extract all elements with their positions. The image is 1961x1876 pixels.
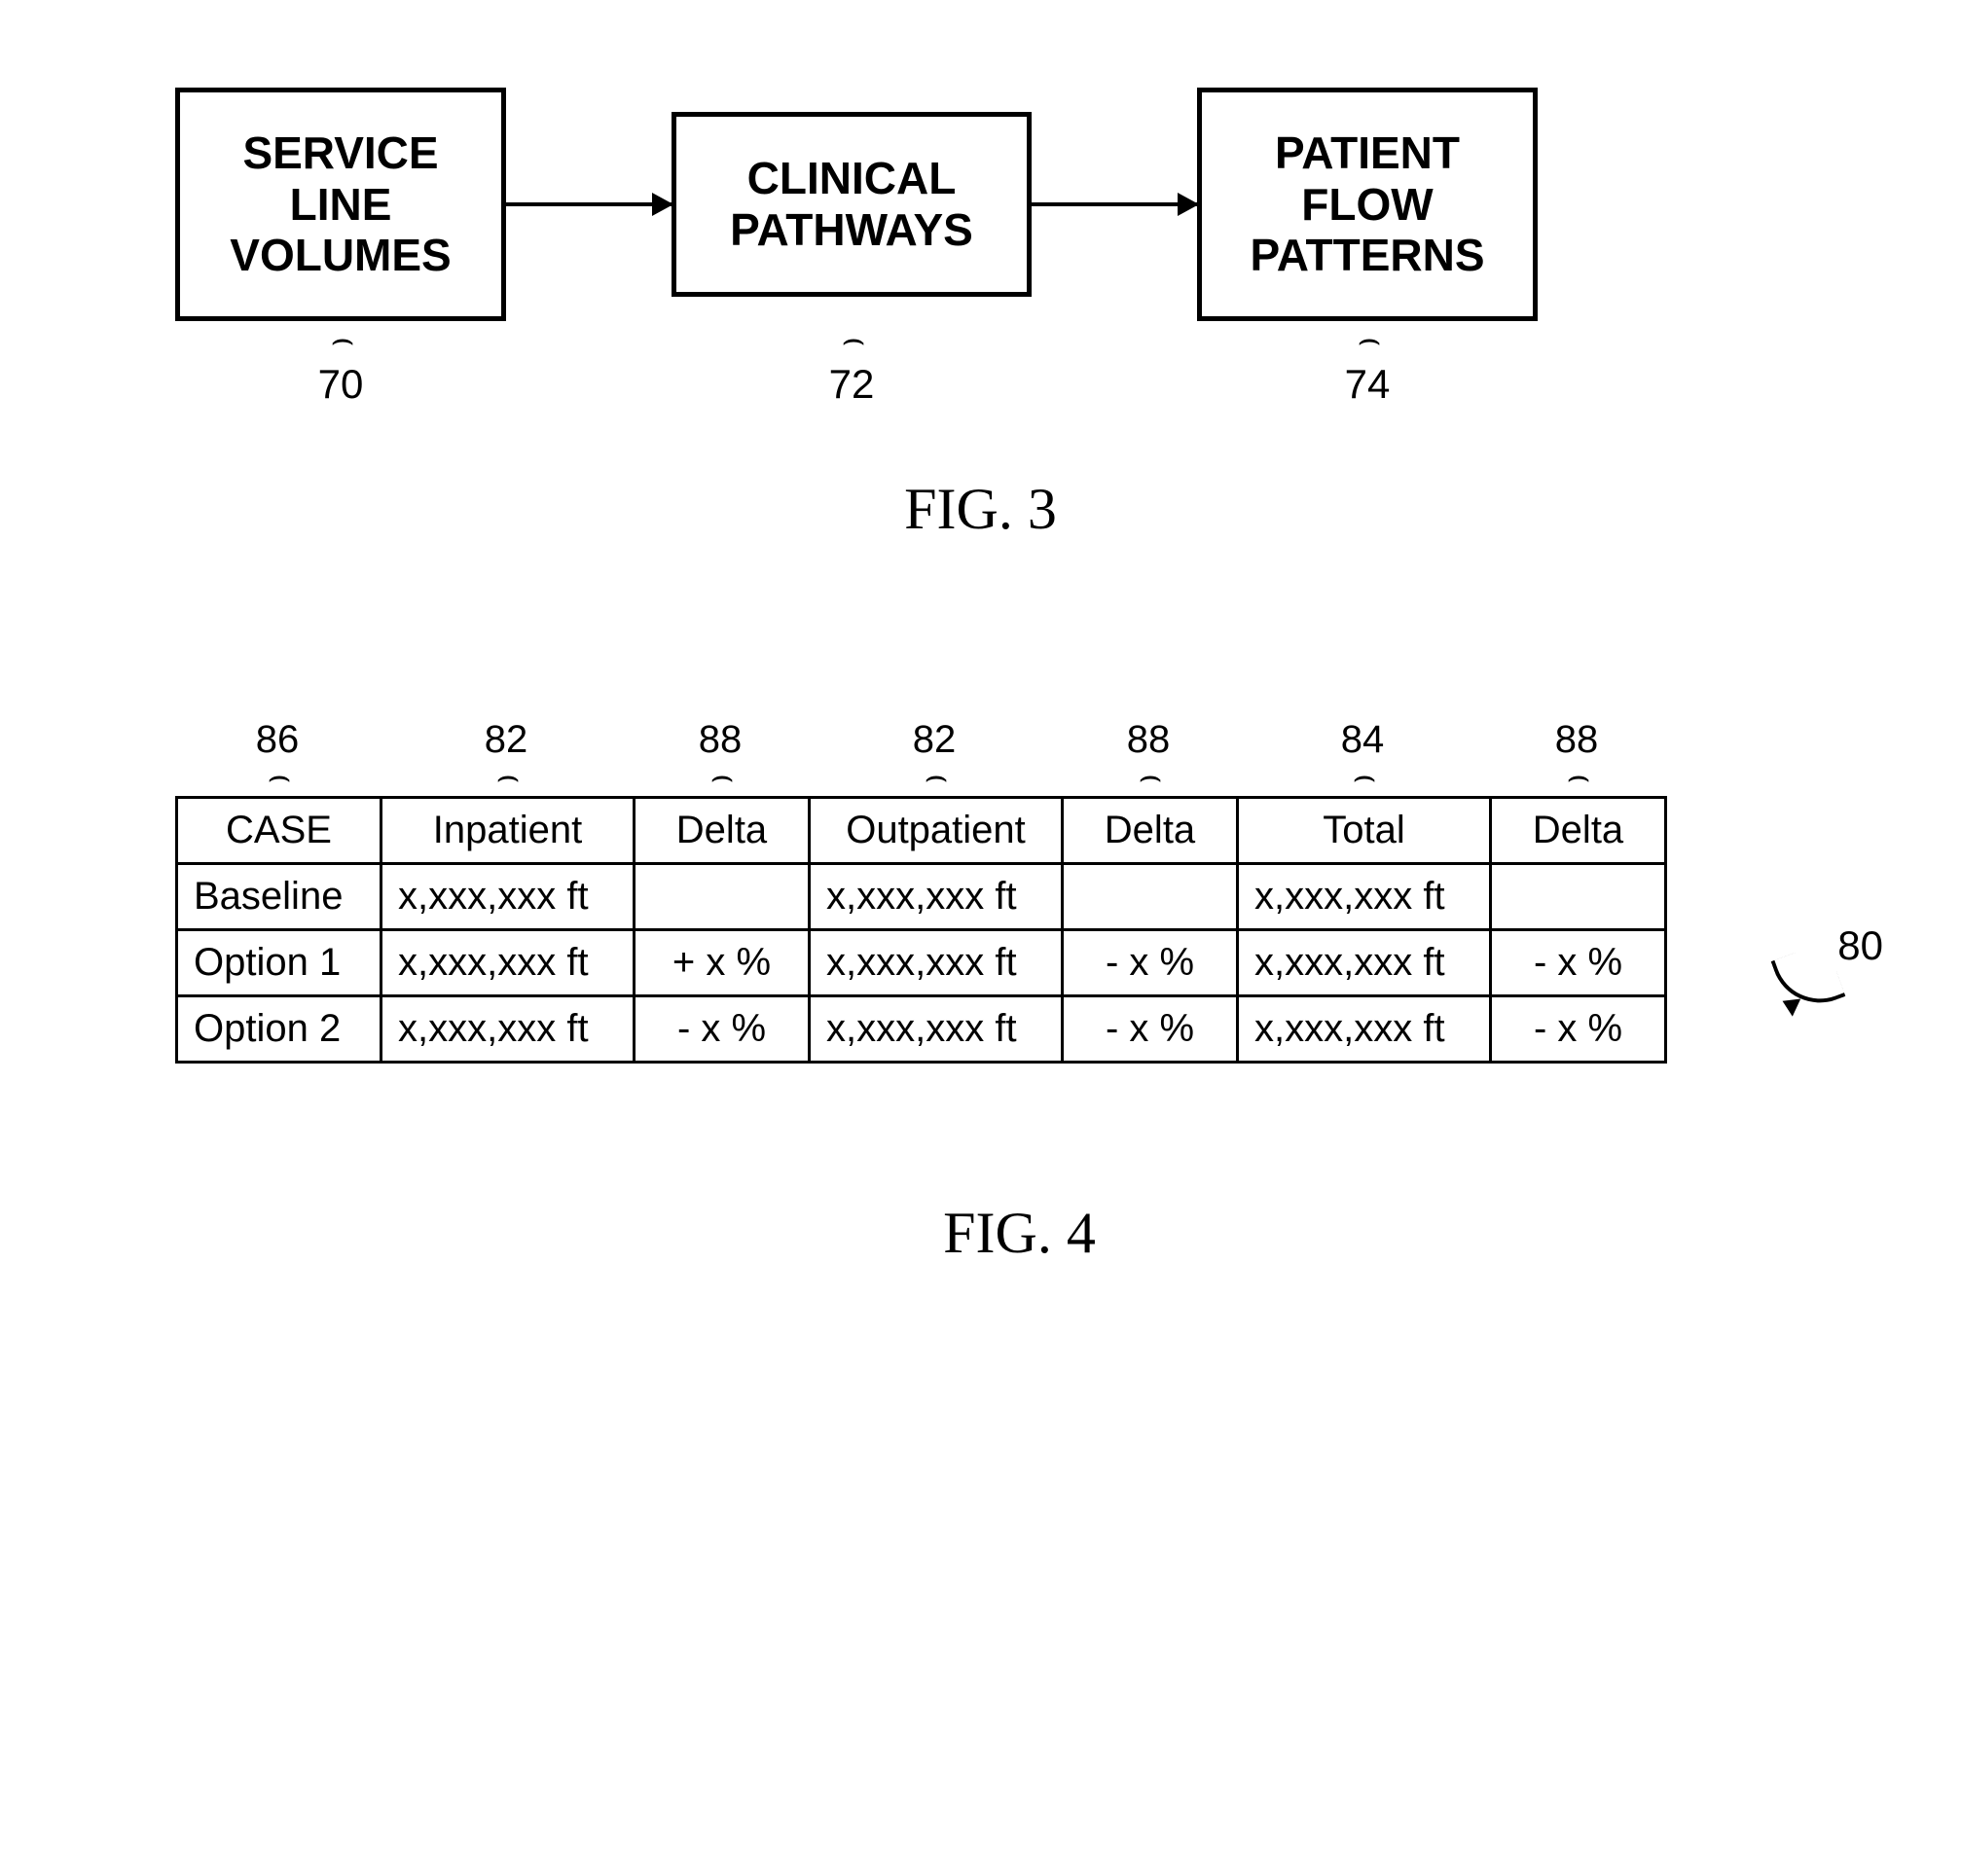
ref-80: 80 [1837,922,1883,969]
tick-icon: ⌢ [672,319,1032,361]
table-row: Option 1x,xxx,xxx ft+ x %x,xxx,xxx ft- x… [177,930,1666,996]
table-cell: - x % [1491,930,1666,996]
column-reference-row: 86⌢82⌢88⌢82⌢88⌢84⌢88⌢ [175,718,1864,798]
table-header: Delta [635,798,810,864]
table-cell [1491,864,1666,930]
table-row: Baselinex,xxx,xxx ftx,xxx,xxx ftx,xxx,xx… [177,864,1666,930]
figure-4: 86⌢82⌢88⌢82⌢88⌢84⌢88⌢ CASEInpatientDelta… [97,718,1864,1267]
flow-box-service-line-volumes: SERVICELINEVOLUMES [175,88,506,321]
table-cell: + x % [635,930,810,996]
table-cell: x,xxx,xxx ft [1238,864,1491,930]
table-cell: - x % [1063,996,1238,1063]
table-header: Delta [1491,798,1666,864]
table-cell: x,xxx,xxx ft [381,930,635,996]
table-row: Option 2x,xxx,xxx ft- x %x,xxx,xxx ft- x… [177,996,1666,1063]
column-ref: 84⌢ [1236,718,1489,798]
column-ref: 88⌢ [1061,718,1236,798]
figure-4-caption: FIG. 4 [175,1200,1864,1267]
column-ref: 88⌢ [633,718,808,798]
table-cell: Option 2 [177,996,381,1063]
table-cell: x,xxx,xxx ft [810,996,1063,1063]
flow-box-patient-flow-patterns: PATIENTFLOWPATTERNS [1197,88,1538,321]
table-cell: x,xxx,xxx ft [381,996,635,1063]
table-cell: x,xxx,xxx ft [1238,930,1491,996]
table-cell: x,xxx,xxx ft [381,864,635,930]
table-header: Outpatient [810,798,1063,864]
tick-icon: ⌢ [1197,319,1538,361]
table-cell: - x % [635,996,810,1063]
table-header: Inpatient [381,798,635,864]
ref-74: 74 [1197,361,1538,408]
ref-72: 72 [672,361,1032,408]
table-cell [635,864,810,930]
table-cell: Option 1 [177,930,381,996]
table-header: Total [1238,798,1491,864]
column-ref: 82⌢ [808,718,1061,798]
column-ref: 88⌢ [1489,718,1664,798]
table-cell: x,xxx,xxx ft [810,864,1063,930]
table-header-row: CASEInpatientDeltaOutpatientDeltaTotalDe… [177,798,1666,864]
table-cell: Baseline [177,864,381,930]
reference-numbers-row: ⌢ 70 ⌢ 72 ⌢ 74 [97,319,1864,408]
figure-3: SERVICELINEVOLUMES CLINICALPATHWAYS PATI… [97,88,1864,543]
flow-row: SERVICELINEVOLUMES CLINICALPATHWAYS PATI… [97,88,1864,321]
flow-box-clinical-pathways: CLINICALPATHWAYS [672,112,1032,297]
table-header: CASE [177,798,381,864]
arrow-icon [1032,202,1197,206]
tick-icon: ⌢ [175,319,506,361]
arrow-icon [506,202,672,206]
comparison-table: CASEInpatientDeltaOutpatientDeltaTotalDe… [175,796,1667,1064]
curved-arrow-icon [1771,942,1846,1017]
column-ref: 86⌢ [175,718,380,798]
ref-70: 70 [175,361,506,408]
table-cell: x,xxx,xxx ft [810,930,1063,996]
figure-3-caption: FIG. 3 [97,476,1864,543]
table-cell: x,xxx,xxx ft [1238,996,1491,1063]
table-cell [1063,864,1238,930]
table-header: Delta [1063,798,1238,864]
column-ref: 82⌢ [380,718,633,798]
table-cell: - x % [1491,996,1666,1063]
table-cell: - x % [1063,930,1238,996]
